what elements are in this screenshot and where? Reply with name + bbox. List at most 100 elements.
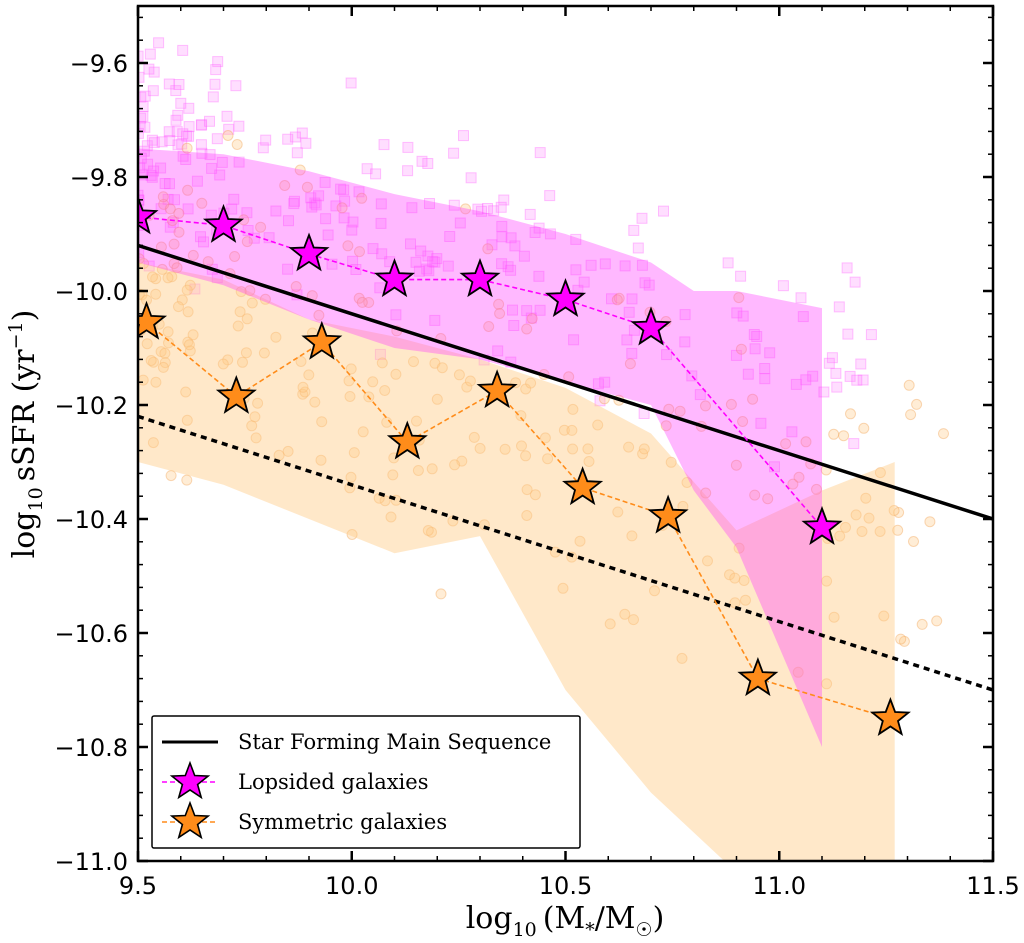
sample-point-symmetric <box>435 588 447 600</box>
sample-point-symmetric <box>845 408 856 420</box>
sample-point-lopsided <box>448 147 460 159</box>
sample-point-symmetric <box>916 618 928 630</box>
sample-point-symmetric <box>856 526 868 537</box>
symmetric-median-star <box>215 374 257 414</box>
sample-point-symmetric <box>700 487 712 499</box>
sample-point-lopsided <box>533 270 545 282</box>
sample-point-lopsided <box>305 192 317 204</box>
sample-point-lopsided <box>623 306 635 318</box>
sample-point-lopsided <box>138 112 147 124</box>
sample-point-lopsided <box>636 259 648 271</box>
sample-point-lopsided <box>228 193 240 205</box>
sample-point-lopsided <box>619 260 631 272</box>
sample-point-symmetric <box>412 465 424 476</box>
symmetric-median-star <box>476 369 518 409</box>
legend-box <box>151 715 581 849</box>
sample-point-lopsided <box>209 78 221 90</box>
sample-point-lopsided <box>849 276 861 288</box>
sample-point-symmetric <box>315 454 327 466</box>
sample-point-lopsided <box>288 198 300 210</box>
y-tick-label: −10.8 <box>54 734 128 762</box>
sample-point-lopsided <box>319 176 331 188</box>
sample-point-lopsided <box>347 216 359 228</box>
sample-point-lopsided <box>444 231 456 242</box>
sample-point-lopsided <box>626 293 638 305</box>
sample-point-lopsided <box>175 97 187 109</box>
sample-point-symmetric <box>582 443 594 455</box>
sample-point-lopsided <box>842 328 854 340</box>
sample-point-lopsided <box>204 149 216 161</box>
sample-point-lopsided <box>795 292 807 304</box>
sample-point-symmetric <box>515 410 527 422</box>
sample-point-symmetric <box>834 530 846 542</box>
sample-point-symmetric <box>520 450 532 462</box>
sample-point-symmetric <box>733 542 745 554</box>
sample-point-lopsided <box>429 314 441 326</box>
y-tick-label: −10.2 <box>54 392 128 420</box>
sample-point-lopsided <box>375 217 387 229</box>
lopsided-median-star <box>544 278 587 317</box>
sample-point-lopsided <box>289 195 300 207</box>
sample-point-symmetric <box>141 338 153 350</box>
sample-point-lopsided <box>636 212 648 224</box>
sample-point-lopsided <box>502 261 514 273</box>
sample-point-symmetric <box>171 262 183 274</box>
sample-point-symmetric <box>840 521 851 533</box>
sample-point-symmetric <box>297 388 309 400</box>
sample-point-symmetric <box>888 505 900 516</box>
sample-point-lopsided <box>844 370 856 382</box>
sample-point-lopsided <box>454 217 466 229</box>
sample-point-symmetric <box>908 536 919 547</box>
sample-point-lopsided <box>488 205 500 217</box>
sample-point-symmetric <box>313 309 325 321</box>
sample-point-lopsided <box>155 162 167 174</box>
sample-point-lopsided <box>338 184 350 196</box>
sample-point-lopsided <box>195 119 207 131</box>
sample-point-symmetric <box>356 192 368 204</box>
sample-point-lopsided <box>472 203 484 215</box>
sample-point-symmetric <box>494 308 506 319</box>
sample-point-symmetric <box>521 484 533 496</box>
sample-point-lopsided <box>749 343 761 355</box>
symmetric-median-star <box>386 420 428 460</box>
sample-point-lopsided <box>422 250 434 262</box>
sample-point-lopsided <box>350 264 362 275</box>
sample-point-symmetric <box>660 420 672 432</box>
sample-point-symmetric <box>749 489 761 501</box>
sample-point-lopsided <box>735 270 747 282</box>
sample-point-symmetric <box>780 438 792 450</box>
sample-point-lopsided <box>431 253 443 265</box>
sample-point-lopsided <box>182 203 194 215</box>
sample-point-symmetric <box>344 391 356 402</box>
sample-point-symmetric <box>898 635 910 647</box>
sample-point-lopsided <box>196 147 208 159</box>
sample-point-symmetric <box>241 313 253 325</box>
sample-point-lopsided <box>214 169 226 181</box>
sample-point-lopsided <box>415 245 427 257</box>
sample-point-lopsided <box>198 236 209 248</box>
sample-point-lopsided <box>195 231 206 243</box>
sample-point-symmetric <box>461 381 473 393</box>
sample-point-symmetric <box>612 506 624 518</box>
sample-point-symmetric <box>567 403 579 415</box>
sample-point-lopsided <box>210 64 222 76</box>
sample-point-lopsided <box>147 85 159 97</box>
sample-point-symmetric <box>464 375 476 387</box>
plot-area <box>138 37 993 861</box>
y-tick-label: −9.6 <box>70 50 128 78</box>
sample-point-lopsided <box>300 137 312 149</box>
sample-point-symmetric <box>613 292 625 304</box>
sample-point-symmetric <box>390 368 402 380</box>
sample-point-symmetric <box>348 447 360 459</box>
sample-point-lopsided <box>163 126 175 138</box>
sample-point-symmetric <box>520 383 532 395</box>
lopsided-median-star <box>202 203 245 243</box>
sample-point-lopsided <box>233 120 245 132</box>
sample-point-lopsided <box>570 233 582 245</box>
sample-point-lopsided <box>211 272 223 284</box>
sample-point-symmetric <box>931 615 943 627</box>
sample-point-symmetric <box>821 575 833 587</box>
sample-point-symmetric <box>258 347 270 359</box>
sample-point-lopsided <box>686 370 698 382</box>
sample-point-lopsided <box>751 331 763 342</box>
